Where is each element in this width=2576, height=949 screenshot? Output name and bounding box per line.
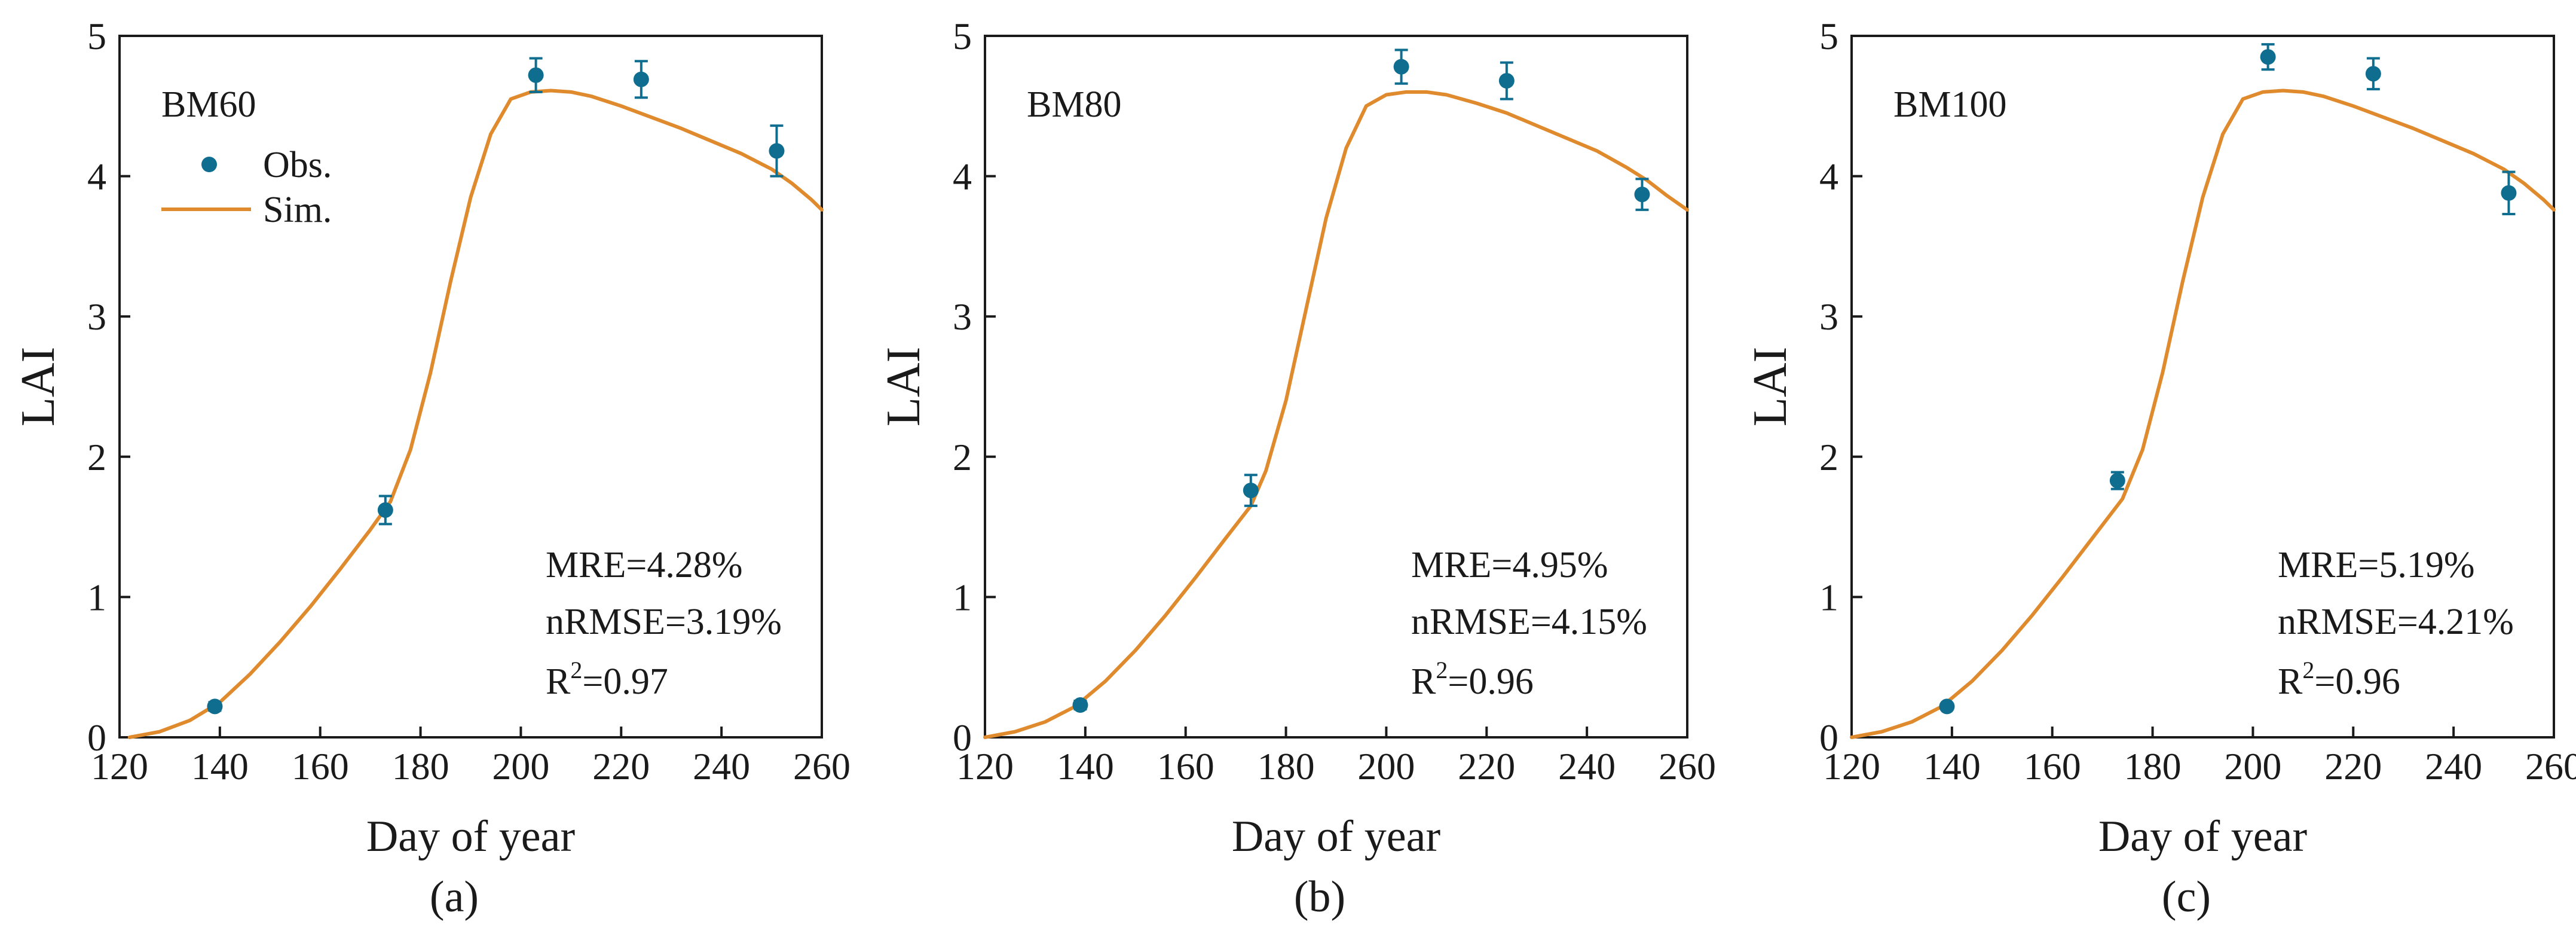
legend-sim-label: Sim.	[263, 190, 332, 230]
x-axis-label: Day of year	[2098, 812, 2307, 861]
x-tick-label: 220	[2324, 745, 2382, 788]
y-tick-label: 1	[87, 576, 106, 618]
stat-r2: R2=0.97	[546, 657, 668, 702]
y-tick-label: 1	[1819, 576, 1838, 618]
y-tick-label: 0	[87, 716, 106, 759]
x-tick-label: 220	[592, 745, 650, 788]
obs-point	[207, 698, 223, 715]
chart-panel-3: 120 140 160 180 200 220 240 260 0 1 2 3 4 5 Day of yea…	[1744, 15, 2576, 861]
y-tick-label: 2	[1819, 436, 1838, 478]
x-tick-label: 260	[793, 745, 850, 788]
x-tick-label: 160	[292, 745, 349, 788]
chart-panel-1: 120 140 160 180 200 220 240 260 0 1 2 3 4 5 Day of yea…	[12, 15, 850, 861]
y-tick-label: 4	[953, 155, 972, 198]
x-tick-label: 260	[2525, 745, 2576, 788]
obs-point	[2365, 66, 2381, 82]
x-tick-label: 180	[2124, 745, 2182, 788]
x-axis-label: Day of year	[366, 812, 575, 861]
x-tick-label: 140	[1057, 745, 1114, 788]
y-tick-label: 4	[87, 155, 106, 198]
obs-point	[2109, 472, 2125, 489]
x-tick-label: 120	[1823, 745, 1880, 788]
stat-nrmse: nRMSE=3.19%	[546, 602, 782, 642]
y-tick-label: 4	[1819, 155, 1838, 198]
plot-frame	[984, 35, 1688, 739]
y-tick-label: 5	[87, 15, 106, 57]
obs-point	[2501, 185, 2517, 201]
legend-obs-marker	[201, 157, 217, 172]
panel-label-b: (b)	[1293, 872, 1346, 921]
x-tick-label: 240	[693, 745, 750, 788]
y-tick-label: 2	[87, 436, 106, 478]
obs-point	[769, 143, 785, 159]
panel-label-a: (a)	[429, 872, 479, 921]
legend-obs-label: Obs.	[263, 145, 332, 185]
x-tick-label: 200	[492, 745, 549, 788]
obs-point	[1498, 73, 1515, 89]
obs-point	[633, 71, 649, 87]
x-tick-label: 260	[1659, 745, 1716, 788]
obs-point	[377, 502, 393, 518]
plot-frame	[118, 35, 823, 739]
treatment-label: BM100	[1893, 84, 2006, 125]
x-tick-label: 120	[956, 745, 1014, 788]
y-tick-label: 3	[953, 295, 972, 338]
x-tick-label: 180	[392, 745, 449, 788]
sim-line	[127, 89, 824, 739]
stat-nrmse: nRMSE=4.15%	[1411, 602, 1647, 642]
stat-r2: R2=0.96	[1411, 657, 1534, 702]
y-axis-label: LAI	[1744, 347, 1797, 426]
stat-mre: MRE=5.19%	[2278, 545, 2474, 585]
plot-frame	[1850, 35, 2555, 739]
chart-panel-2: 120 140 160 180 200 220 240 260 0 1 2 3 4 5 Day of yea…	[877, 15, 1716, 861]
obs-point	[1939, 698, 1955, 715]
obs-point	[528, 67, 544, 83]
treatment-label: BM60	[161, 84, 256, 125]
y-tick-label: 5	[1819, 15, 1838, 57]
stat-r2: R2=0.96	[2278, 657, 2400, 702]
y-tick-label: 0	[1819, 716, 1838, 759]
stat-mre: MRE=4.95%	[1411, 545, 1608, 585]
obs-point	[1393, 59, 1409, 75]
y-tick-label: 2	[953, 436, 972, 478]
x-tick-label: 160	[2024, 745, 2081, 788]
obs-point	[2260, 49, 2276, 65]
y-tick-label: 0	[953, 716, 972, 759]
x-tick-label: 200	[2224, 745, 2281, 788]
x-tick-label: 160	[1157, 745, 1214, 788]
obs-point	[1243, 483, 1259, 499]
y-tick-label: 3	[87, 295, 106, 338]
stat-nrmse: nRMSE=4.21%	[2278, 602, 2514, 642]
obs-point	[1072, 697, 1088, 713]
treatment-label: BM80	[1027, 84, 1121, 125]
x-tick-label: 240	[1558, 745, 1616, 788]
y-axis-label: LAI	[877, 347, 930, 426]
y-tick-label: 5	[953, 15, 972, 57]
x-tick-label: 220	[1458, 745, 1515, 788]
stat-mre: MRE=4.28%	[546, 545, 742, 585]
panel-label-c: (c)	[2161, 872, 2211, 921]
x-tick-label: 120	[91, 745, 148, 788]
x-axis-label: Day of year	[1232, 812, 1440, 861]
y-axis-label: LAI	[12, 347, 65, 426]
x-tick-label: 240	[2425, 745, 2482, 788]
y-tick-label: 3	[1819, 295, 1838, 338]
x-tick-label: 140	[1923, 745, 1981, 788]
x-tick-label: 140	[191, 745, 249, 788]
sim-line	[1850, 89, 2556, 739]
sim-line	[983, 90, 1689, 739]
obs-point	[1634, 187, 1650, 203]
x-tick-label: 180	[1258, 745, 1315, 788]
x-tick-label: 200	[1357, 745, 1415, 788]
y-tick-label: 1	[953, 576, 972, 618]
